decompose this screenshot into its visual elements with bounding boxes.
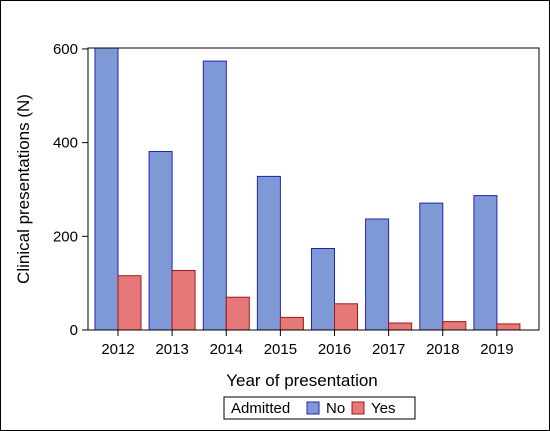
- bar-yes-2019: [496, 323, 521, 331]
- bar-yes-2017: [388, 322, 413, 331]
- bar-no-2018: [419, 202, 444, 331]
- bar-no-2012: [94, 47, 119, 331]
- x-tick-label-2016: 2016: [318, 341, 351, 358]
- x-tick-label-2019: 2019: [480, 341, 513, 358]
- y-tick-label-200: 200: [53, 228, 78, 245]
- x-tick-label-2015: 2015: [264, 341, 297, 358]
- bar-no-2019: [473, 195, 498, 331]
- bar-yes-2012: [117, 275, 142, 331]
- y-tick-label-600: 600: [53, 41, 78, 58]
- plot-area: [87, 47, 540, 331]
- bar-yes-2013: [171, 270, 196, 331]
- x-tick-label-2018: 2018: [426, 341, 459, 358]
- bar-yes-2014: [225, 296, 250, 331]
- bar-yes-2015: [279, 316, 304, 331]
- legend-label-yes: Yes: [371, 400, 395, 417]
- x-axis: 2012 2013 2014 2015 2016 2017 2018 2019: [101, 330, 514, 358]
- bars-group: [94, 47, 521, 331]
- bar-no-2016: [311, 248, 335, 331]
- bar-no-2013: [148, 151, 173, 331]
- bar-no-2014: [202, 60, 227, 331]
- y-axis: 0 200 400 600: [53, 41, 88, 339]
- legend: Admitted No Yes: [223, 396, 416, 420]
- legend-swatch-yes: [351, 401, 365, 415]
- x-tick-label-2014: 2014: [210, 341, 243, 358]
- y-axis-label: Clinical presentations (N): [14, 94, 33, 284]
- bar-yes-2016: [334, 303, 358, 331]
- y-tick-label-0: 0: [70, 322, 78, 339]
- legend-label-no: No: [326, 400, 345, 417]
- x-tick-label-2013: 2013: [155, 341, 188, 358]
- legend-title: Admitted: [231, 400, 290, 417]
- y-tick-label-400: 400: [53, 135, 78, 152]
- x-tick-label-2017: 2017: [372, 341, 405, 358]
- x-axis-label: Year of presentation: [226, 371, 378, 390]
- bar-no-2015: [256, 175, 281, 331]
- bar-no-2017: [365, 218, 390, 331]
- x-tick-label-2012: 2012: [101, 341, 134, 358]
- legend-swatch-no: [306, 401, 320, 415]
- bar-yes-2018: [442, 321, 467, 331]
